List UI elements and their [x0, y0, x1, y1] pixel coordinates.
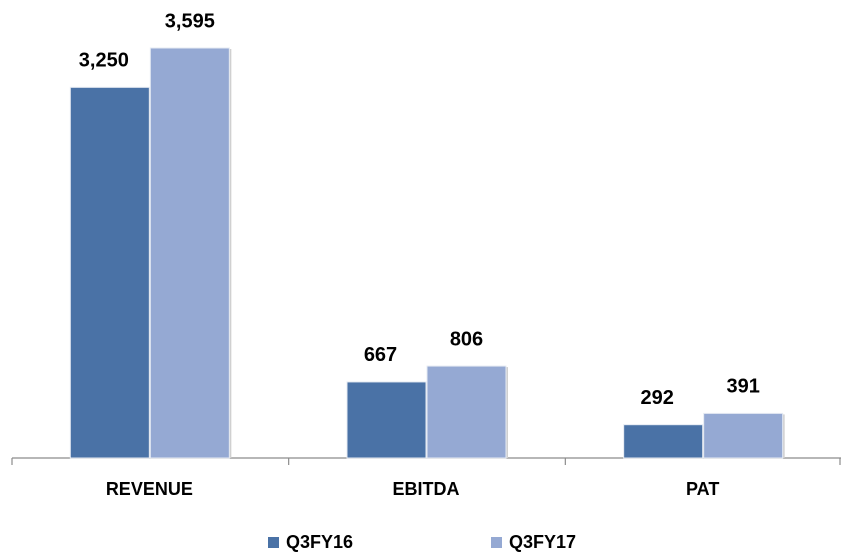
legend-label: Q3FY17: [509, 532, 576, 552]
bar: [346, 381, 427, 459]
x-tick-label: REVENUE: [106, 479, 193, 499]
x-tick-label: PAT: [686, 479, 719, 499]
bar: [149, 47, 230, 459]
data-label: 3,250: [79, 50, 129, 72]
bar: [623, 424, 704, 459]
legend-swatch: [268, 537, 279, 548]
legend-label: Q3FY16: [286, 532, 353, 552]
data-label: 391: [726, 376, 759, 398]
bar: [426, 365, 507, 459]
data-label: 806: [450, 328, 483, 350]
bar: [69, 86, 150, 459]
legend-swatch: [491, 537, 502, 548]
data-label: 3,595: [165, 10, 215, 32]
x-tick-label: EBITDA: [393, 479, 460, 499]
data-label: 292: [640, 387, 673, 409]
data-label: 667: [364, 344, 397, 366]
bar: [703, 412, 784, 459]
